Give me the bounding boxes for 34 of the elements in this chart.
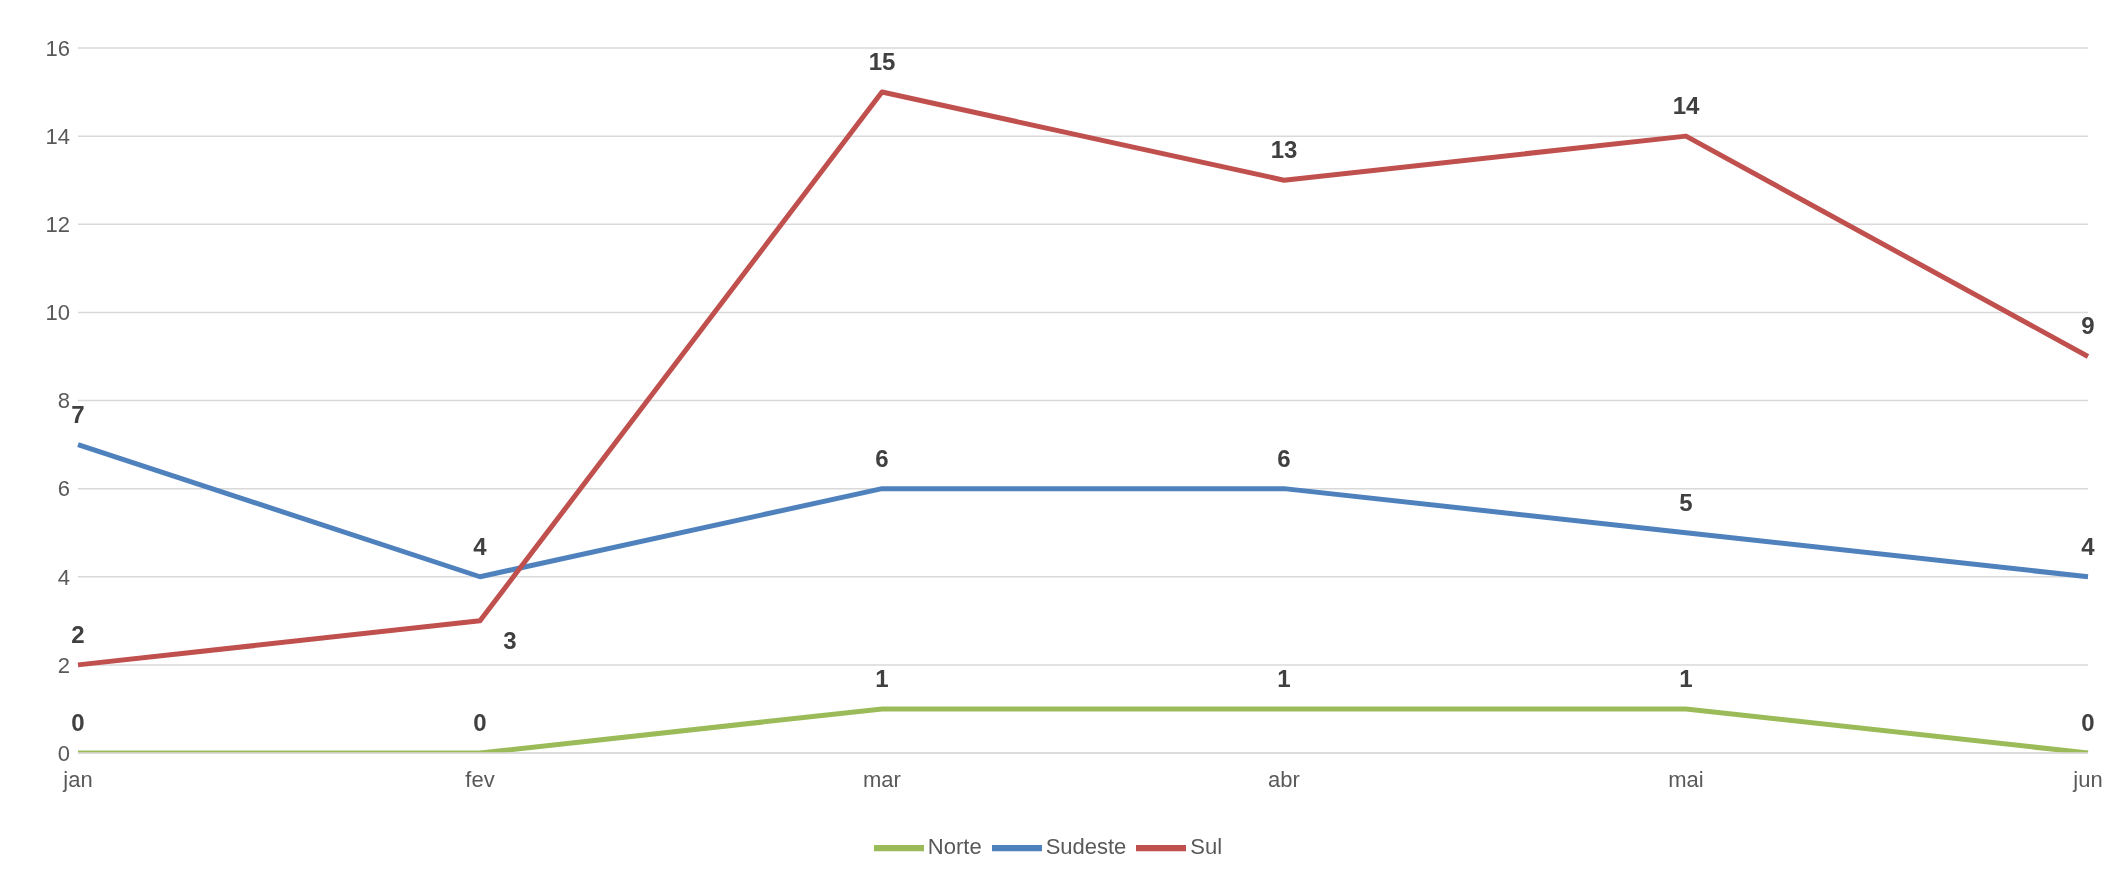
data-label: 13 bbox=[1270, 136, 1298, 164]
y-tick-label: 0 bbox=[57, 740, 70, 766]
y-tick-label: 16 bbox=[45, 35, 70, 61]
data-label: 0 bbox=[473, 709, 487, 736]
y-tick-label: 10 bbox=[45, 300, 70, 326]
x-tick-label: mai bbox=[1668, 766, 1704, 792]
data-label: 14 bbox=[1672, 92, 1700, 120]
x-tick-label: jun bbox=[2072, 766, 2103, 792]
x-tick-label: abr bbox=[1268, 766, 1300, 792]
data-label: 6 bbox=[875, 444, 889, 472]
legend-label: Sul bbox=[1190, 833, 1223, 859]
data-label: 4 bbox=[2081, 532, 2096, 560]
data-label: 9 bbox=[2081, 312, 2095, 340]
data-label: 1 bbox=[875, 664, 889, 692]
y-tick-label: 2 bbox=[57, 652, 70, 678]
data-label: 6 bbox=[1277, 444, 1291, 472]
y-tick-label: 14 bbox=[45, 123, 70, 149]
data-label: 3 bbox=[503, 626, 517, 654]
y-tick-label: 6 bbox=[57, 476, 70, 502]
data-label: 1 bbox=[1277, 664, 1291, 692]
data-label: 1 bbox=[1679, 664, 1693, 692]
data-label: 7 bbox=[71, 400, 85, 428]
data-label: 0 bbox=[2081, 709, 2095, 736]
y-tick-label: 4 bbox=[57, 564, 70, 590]
legend-label: Sudeste bbox=[1045, 833, 1127, 859]
y-tick-label: 12 bbox=[45, 212, 70, 238]
x-tick-label: mar bbox=[863, 766, 901, 792]
x-tick-label: fev bbox=[465, 766, 495, 792]
legend-label: Norte bbox=[927, 833, 982, 859]
x-tick-label: jan bbox=[62, 766, 93, 792]
data-label: 15 bbox=[868, 48, 896, 76]
y-tick-label: 8 bbox=[57, 388, 70, 414]
data-label: 5 bbox=[1679, 488, 1693, 516]
data-label: 4 bbox=[473, 532, 488, 560]
